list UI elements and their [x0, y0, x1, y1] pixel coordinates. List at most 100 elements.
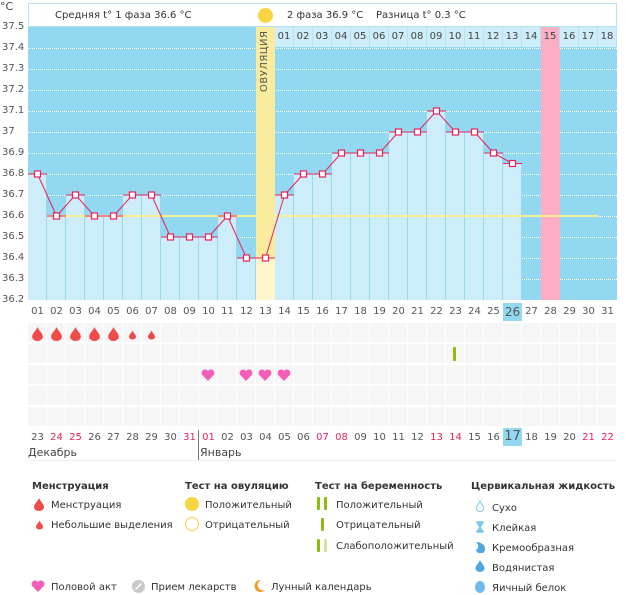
- event-cell[interactable]: [294, 386, 312, 405]
- cycle-day-label[interactable]: 13: [259, 306, 272, 317]
- event-cell[interactable]: [332, 365, 350, 384]
- cycle-day-label[interactable]: 12: [240, 306, 253, 317]
- event-cell[interactable]: [446, 344, 464, 363]
- event-cell[interactable]: [28, 323, 46, 342]
- event-cell[interactable]: [161, 386, 179, 405]
- event-cell[interactable]: [389, 386, 407, 405]
- calendar-date-label[interactable]: 24: [50, 432, 63, 443]
- calendar-date-label[interactable]: 22: [601, 432, 614, 443]
- event-cell[interactable]: [28, 365, 46, 384]
- event-cell[interactable]: [427, 344, 445, 363]
- temperature-point[interactable]: [470, 128, 479, 136]
- temperature-point[interactable]: [33, 170, 42, 178]
- temperature-point[interactable]: [52, 212, 61, 220]
- temperature-point[interactable]: [261, 254, 270, 262]
- event-cell[interactable]: [275, 386, 293, 405]
- event-cell[interactable]: [332, 344, 350, 363]
- event-cell[interactable]: [256, 407, 274, 426]
- cycle-day-label[interactable]: 03: [69, 306, 82, 317]
- calendar-date-label[interactable]: 25: [69, 432, 82, 443]
- event-cell[interactable]: [389, 365, 407, 384]
- calendar-date-label[interactable]: 10: [373, 432, 386, 443]
- calendar-date-label[interactable]: 05: [278, 432, 291, 443]
- temperature-point[interactable]: [451, 128, 460, 136]
- cycle-day-label[interactable]: 10: [202, 306, 215, 317]
- event-cell[interactable]: [275, 407, 293, 426]
- event-cell[interactable]: [47, 407, 65, 426]
- event-cell[interactable]: [161, 365, 179, 384]
- event-cell[interactable]: [275, 344, 293, 363]
- event-cell[interactable]: [408, 365, 426, 384]
- event-cell[interactable]: [579, 323, 597, 342]
- event-cell[interactable]: [218, 344, 236, 363]
- cycle-day-label[interactable]: 19: [373, 306, 386, 317]
- event-cell[interactable]: [237, 386, 255, 405]
- temperature-point[interactable]: [166, 233, 175, 241]
- event-cell[interactable]: [123, 386, 141, 405]
- event-cell[interactable]: [560, 323, 578, 342]
- event-cell[interactable]: [522, 386, 540, 405]
- event-cell[interactable]: [199, 344, 217, 363]
- temperature-point[interactable]: [375, 149, 384, 157]
- temperature-point[interactable]: [318, 170, 327, 178]
- event-cell[interactable]: [560, 365, 578, 384]
- event-cell[interactable]: [199, 386, 217, 405]
- event-cell[interactable]: [351, 323, 369, 342]
- event-cell[interactable]: [579, 344, 597, 363]
- event-cell[interactable]: [161, 407, 179, 426]
- event-cell[interactable]: [484, 407, 502, 426]
- event-cell[interactable]: [541, 407, 559, 426]
- event-cell[interactable]: [389, 323, 407, 342]
- event-cell[interactable]: [560, 386, 578, 405]
- event-cell[interactable]: [123, 365, 141, 384]
- calendar-date-label[interactable]: 27: [107, 432, 120, 443]
- event-cell[interactable]: [199, 323, 217, 342]
- event-cell[interactable]: [408, 407, 426, 426]
- cycle-day-label[interactable]: 23: [449, 306, 462, 317]
- temperature-point[interactable]: [185, 233, 194, 241]
- event-cell[interactable]: [370, 323, 388, 342]
- event-cell[interactable]: [256, 323, 274, 342]
- event-cell[interactable]: [351, 344, 369, 363]
- calendar-date-label[interactable]: 14: [449, 432, 462, 443]
- event-cell[interactable]: [351, 407, 369, 426]
- event-cell[interactable]: [256, 365, 274, 384]
- temperature-point[interactable]: [128, 191, 137, 199]
- event-cell[interactable]: [351, 386, 369, 405]
- event-cell[interactable]: [465, 386, 483, 405]
- event-cell[interactable]: [123, 344, 141, 363]
- cycle-day-label[interactable]: 02: [50, 306, 63, 317]
- event-cell[interactable]: [218, 323, 236, 342]
- event-cell[interactable]: [503, 386, 521, 405]
- event-cell[interactable]: [313, 386, 331, 405]
- calendar-date-label[interactable]: 16: [487, 432, 500, 443]
- event-cell[interactable]: [161, 344, 179, 363]
- event-cell[interactable]: [484, 386, 502, 405]
- calendar-date-label[interactable]: 28: [126, 432, 139, 443]
- temperature-point[interactable]: [394, 128, 403, 136]
- event-cell[interactable]: [85, 407, 103, 426]
- temperature-point[interactable]: [432, 107, 441, 115]
- cycle-day-label[interactable]: 27: [525, 306, 538, 317]
- temperature-point[interactable]: [299, 170, 308, 178]
- event-cell[interactable]: [218, 365, 236, 384]
- cycle-day-label[interactable]: 14: [278, 306, 291, 317]
- event-cell[interactable]: [598, 323, 616, 342]
- calendar-date-label[interactable]: 06: [297, 432, 310, 443]
- event-cell[interactable]: [104, 407, 122, 426]
- event-cell[interactable]: [427, 323, 445, 342]
- cycle-day-label[interactable]: 20: [392, 306, 405, 317]
- event-cell[interactable]: [313, 323, 331, 342]
- calendar-date-label[interactable]: 30: [164, 432, 177, 443]
- cycle-day-label[interactable]: 21: [411, 306, 424, 317]
- event-cell[interactable]: [104, 365, 122, 384]
- event-cell[interactable]: [66, 344, 84, 363]
- event-cell[interactable]: [560, 344, 578, 363]
- event-cell[interactable]: [218, 407, 236, 426]
- event-cell[interactable]: [180, 365, 198, 384]
- calendar-date-label[interactable]: 21: [582, 432, 595, 443]
- event-cell[interactable]: [85, 365, 103, 384]
- temperature-point[interactable]: [508, 159, 517, 168]
- event-cell[interactable]: [85, 323, 103, 342]
- cycle-day-label[interactable]: 01: [31, 306, 44, 317]
